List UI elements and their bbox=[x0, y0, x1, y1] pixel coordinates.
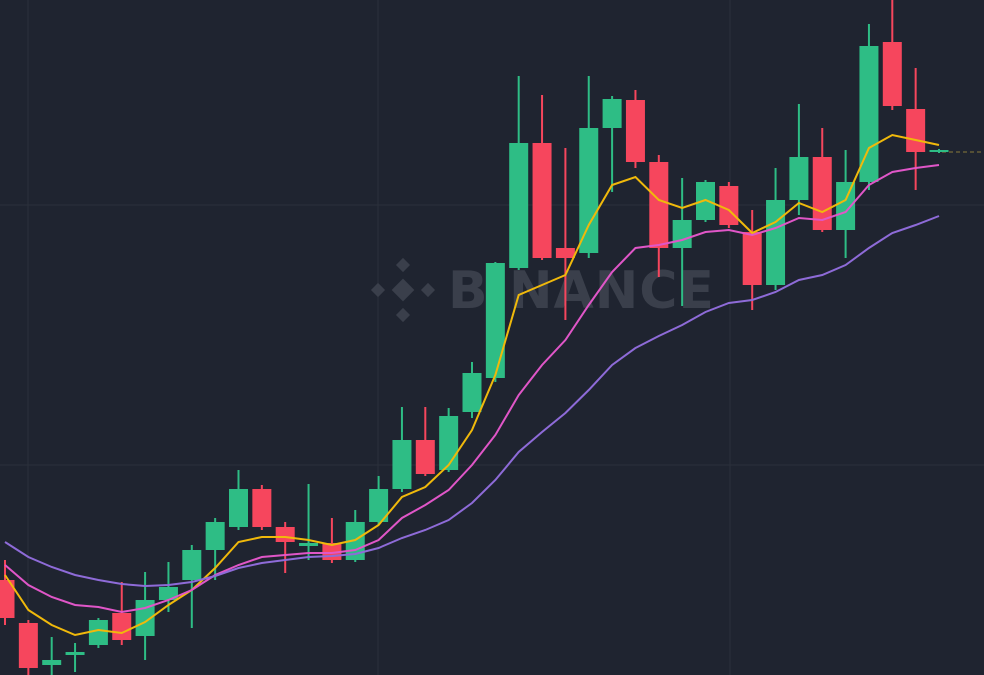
candle-body bbox=[742, 232, 762, 285]
candle-body bbox=[532, 143, 552, 258]
candle-body bbox=[0, 580, 15, 618]
moving-average bbox=[4, 133, 940, 637]
moving-average bbox=[4, 215, 940, 588]
moving-average bbox=[4, 164, 940, 614]
candle-body bbox=[88, 620, 108, 645]
candle-body bbox=[555, 248, 575, 258]
candle-body bbox=[369, 489, 389, 522]
candle-body bbox=[252, 489, 272, 527]
candle-body bbox=[625, 100, 645, 162]
candle-body bbox=[229, 489, 248, 527]
candle-body bbox=[859, 46, 879, 182]
candle-body bbox=[18, 623, 38, 668]
candle-body bbox=[602, 99, 622, 128]
candle-body bbox=[205, 522, 225, 550]
candle-body bbox=[462, 373, 482, 412]
candle-body bbox=[766, 200, 786, 285]
candle-body bbox=[415, 440, 435, 474]
candle-body bbox=[485, 263, 505, 378]
candle-body bbox=[882, 42, 902, 106]
candle-body bbox=[158, 587, 178, 600]
candle-body bbox=[112, 613, 132, 640]
candle-body bbox=[672, 220, 692, 248]
watermark-logo bbox=[370, 257, 436, 323]
candle-body bbox=[42, 660, 62, 665]
candle-body bbox=[439, 416, 459, 470]
candle-body bbox=[509, 143, 529, 268]
candle-body bbox=[812, 157, 832, 230]
candles bbox=[0, 0, 949, 675]
candle-body bbox=[182, 550, 202, 580]
candle-body bbox=[579, 128, 599, 253]
candle-body bbox=[392, 440, 412, 489]
candle-body bbox=[719, 186, 739, 225]
candle-body bbox=[649, 162, 669, 248]
candle-body bbox=[65, 652, 85, 655]
candle-body bbox=[836, 182, 856, 230]
watermark: BINANCE bbox=[370, 257, 714, 323]
candle-body bbox=[275, 527, 295, 542]
candle-body bbox=[789, 157, 809, 200]
candle-body bbox=[929, 150, 949, 152]
candle-body bbox=[299, 543, 319, 546]
candle-body bbox=[906, 109, 926, 152]
